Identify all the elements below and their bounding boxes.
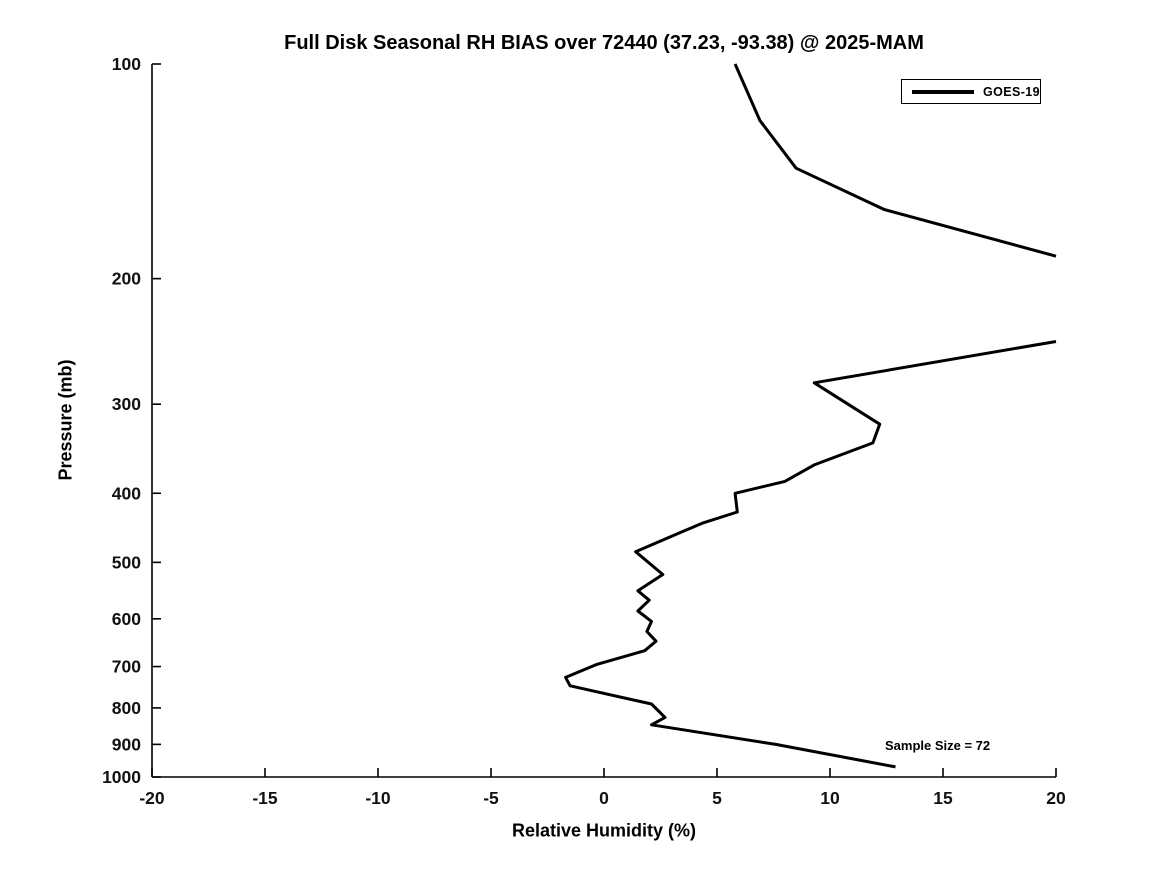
y-tick-label: 200 <box>112 269 141 289</box>
y-tick-label: 400 <box>112 483 141 503</box>
x-axis-label: Relative Humidity (%) <box>511 820 697 841</box>
y-tick-label: 1000 <box>102 767 141 787</box>
y-tick-label: 300 <box>112 394 141 414</box>
y-tick-label: 900 <box>112 734 141 754</box>
legend-line-sample <box>912 89 974 94</box>
x-tick-label: -10 <box>365 788 391 808</box>
legend: GOES-19 <box>901 79 1041 104</box>
legend-entry-label: GOES-19 <box>983 84 1040 99</box>
x-tick-label: 10 <box>820 788 840 808</box>
y-axis-label: Pressure (mb) <box>55 359 76 481</box>
x-tick-label: 20 <box>1046 788 1066 808</box>
bias-line-goes-19 <box>733 63 1057 258</box>
y-tick-label: 800 <box>112 698 141 718</box>
y-tick-label: 700 <box>112 657 141 677</box>
bias-line-goes-19 <box>564 340 1057 769</box>
sample-size-annotation: Sample Size = 72 <box>885 738 991 753</box>
chart-title: Full Disk Seasonal RH BIAS over 72440 (3… <box>284 32 924 54</box>
y-tick-label: 100 <box>112 54 141 74</box>
x-tick-label: -20 <box>139 788 165 808</box>
x-tick-label: -15 <box>252 788 278 808</box>
y-tick-label: 600 <box>112 609 141 629</box>
x-tick-label: 5 <box>712 788 722 808</box>
y-tick-label: 500 <box>112 552 141 572</box>
x-tick-label: -5 <box>483 788 499 808</box>
x-tick-label: 0 <box>599 788 609 808</box>
x-tick-label: 15 <box>933 788 953 808</box>
